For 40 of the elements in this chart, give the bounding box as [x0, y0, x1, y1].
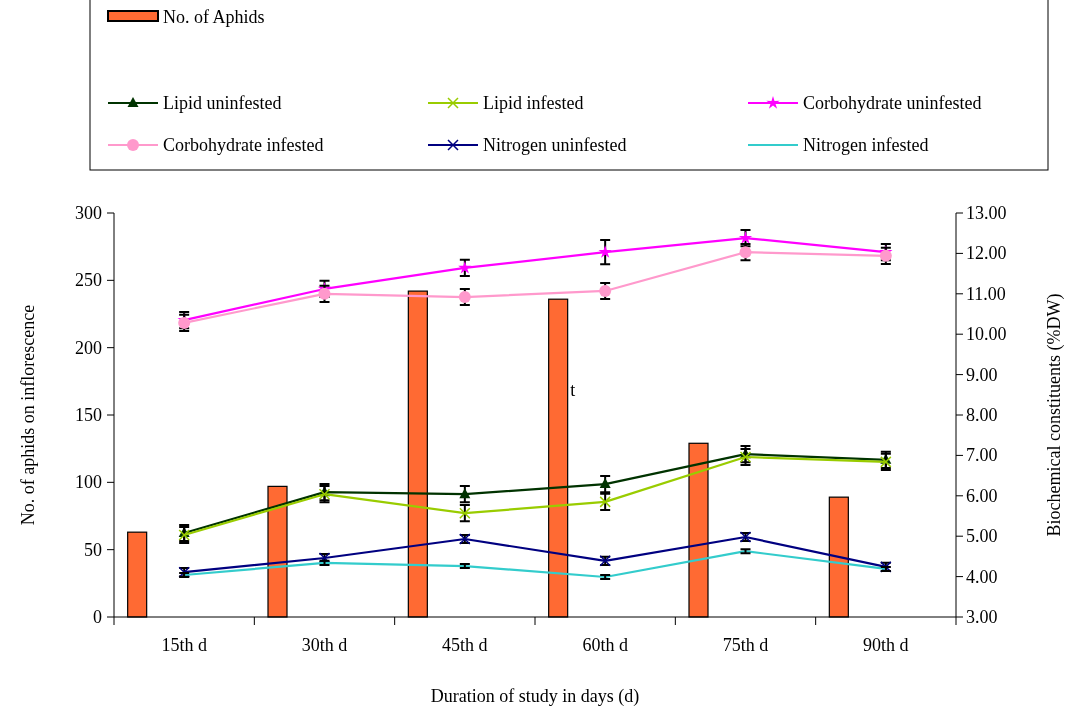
x-tick-label: 30th d — [301, 635, 348, 655]
legend-label: Corbohydrate infested — [163, 135, 324, 155]
line-series — [183, 550, 887, 579]
y-tick-label: 100 — [75, 472, 102, 493]
legend-label: Lipid uninfested — [163, 93, 282, 113]
legend-label: Lipid infested — [483, 93, 584, 113]
y-tick-label: 0 — [93, 607, 102, 627]
x-tick-label: 75th d — [722, 635, 769, 655]
point — [738, 231, 753, 244]
x-tick-label: 90th d — [863, 635, 909, 655]
x-tick-label: 60th d — [582, 635, 628, 655]
x-tick-label: 15th d — [161, 635, 207, 655]
y-tick-label: 300 — [75, 203, 102, 223]
y2-tick-label: 5.00 — [966, 526, 998, 547]
y2-tick-label: 11.00 — [966, 283, 1006, 304]
y2-tick-label: 9.00 — [966, 364, 998, 385]
y2-axis-title: Biochemical constituents (%DW) — [1044, 293, 1065, 537]
y-tick-label: 250 — [75, 270, 102, 291]
legend-label: Nitrogen infested — [803, 135, 929, 155]
y2-tick-label: 6.00 — [966, 485, 998, 506]
y-tick-label: 200 — [75, 337, 102, 358]
y2-tick-label: 13.00 — [966, 203, 1007, 223]
point — [459, 488, 471, 499]
legend-label: No. of Aphids — [163, 7, 265, 27]
point — [598, 245, 612, 258]
legend-label: Nitrogen uninfested — [483, 135, 627, 155]
y-tick-label: 150 — [75, 405, 102, 425]
y2-tick-label: 8.00 — [966, 405, 998, 425]
y2-tick-label: 3.00 — [966, 607, 998, 627]
y-axis-title: No. of aphids on inflorescence — [18, 304, 38, 526]
y2-tick-label: 10.00 — [966, 324, 1007, 345]
x-tick-label: 45th d — [442, 635, 488, 655]
y2-tick-label: 4.00 — [966, 566, 998, 587]
y-tick-label: 50 — [84, 539, 102, 560]
point — [599, 478, 611, 489]
y2-tick-label: 7.00 — [966, 445, 998, 466]
annotation: t — [570, 380, 576, 400]
x-axis-title: Duration of study in days (d) — [430, 686, 640, 707]
legend-label: Corbohydrate uninfested — [803, 93, 982, 113]
y2-tick-label: 12.00 — [966, 243, 1007, 264]
